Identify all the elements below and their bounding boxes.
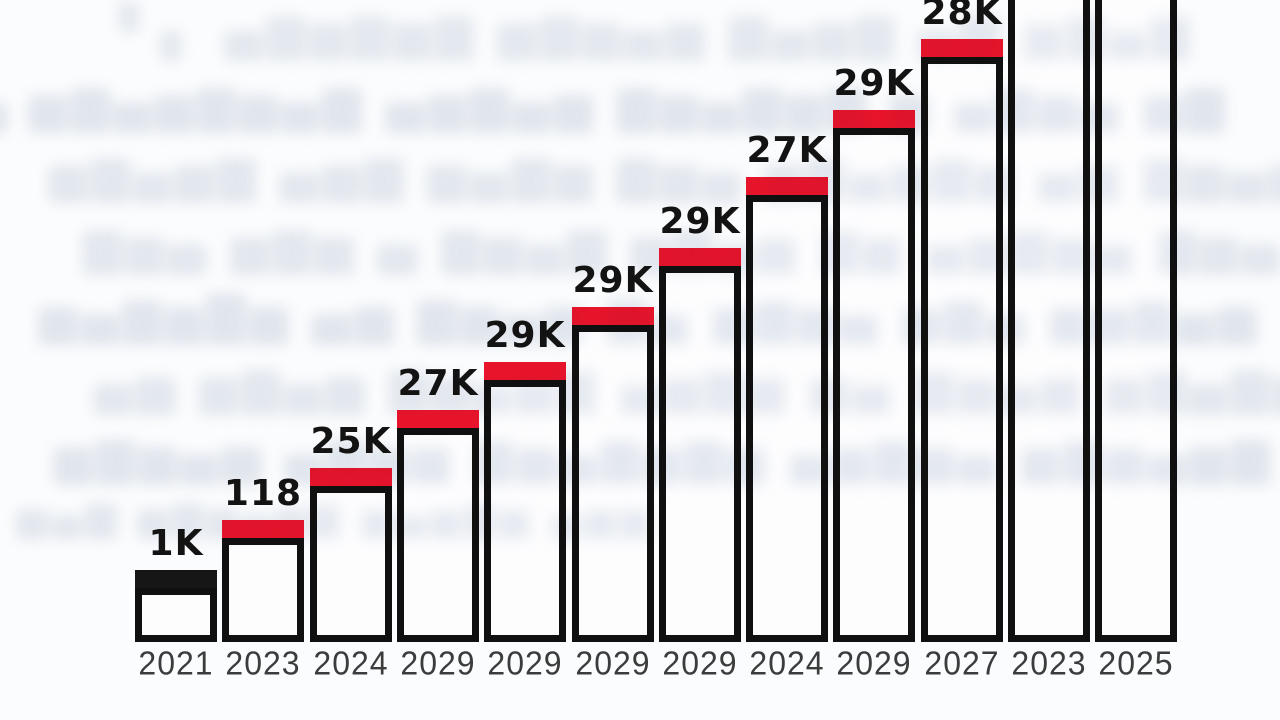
- x-axis-year-label: 2029: [400, 644, 476, 682]
- bar-body: [921, 57, 1003, 642]
- bar-value-label: 29K: [572, 260, 654, 301]
- bar-cap: [397, 410, 479, 428]
- bar-value-label: 29K: [833, 63, 915, 104]
- bar-value-label: 118: [223, 473, 303, 514]
- bar: [222, 520, 304, 642]
- x-axis-year-label: 2029: [836, 644, 912, 682]
- bar-cap: [484, 362, 566, 380]
- bar: [746, 177, 828, 642]
- bar: [310, 468, 392, 642]
- bar-group: 27K 2029: [397, 0, 479, 720]
- bar-value-label: 29K: [484, 315, 566, 356]
- bar-value-label: 29K: [659, 201, 741, 242]
- bar: [572, 307, 654, 642]
- bar: [833, 110, 915, 642]
- x-axis-year-label: 2029: [575, 644, 651, 682]
- bar-group: 2025: [1095, 0, 1177, 720]
- bar: [1095, 0, 1177, 642]
- x-axis-year-label: 2025: [1098, 644, 1174, 682]
- bar-cap: [746, 177, 828, 195]
- bar-cap: [135, 570, 217, 588]
- x-axis-year-label: 2021: [138, 644, 214, 682]
- x-axis-year-label: 2029: [487, 644, 563, 682]
- bar-value-label: 25K: [310, 421, 392, 462]
- bar: [921, 39, 1003, 642]
- bar-body: [484, 380, 566, 642]
- bar-value-label: 1K: [148, 523, 204, 564]
- bar-body: [659, 266, 741, 642]
- bar-group: 25K 2024: [310, 0, 392, 720]
- bar-group: 29K 2029: [833, 0, 915, 720]
- bar-body: [833, 128, 915, 642]
- bar-cap: [572, 307, 654, 325]
- bar-group: 28K 2027: [921, 0, 1003, 720]
- x-axis-year-label: 2023: [225, 644, 301, 682]
- bar-body: [397, 428, 479, 642]
- bar-value-label: 27K: [746, 130, 828, 171]
- bar: [135, 570, 217, 642]
- bar-body: [1095, 0, 1177, 642]
- bar-body: [310, 486, 392, 642]
- bar-cap: [833, 110, 915, 128]
- bar-body: [222, 538, 304, 642]
- x-axis-year-label: 2027: [924, 644, 1000, 682]
- bar-cap: [659, 248, 741, 266]
- bar-cap: [921, 39, 1003, 57]
- bar-body: [135, 588, 217, 642]
- bar-group: 29K 2029: [572, 0, 654, 720]
- bar-cap: [310, 468, 392, 486]
- x-axis-year-label: 2024: [313, 644, 389, 682]
- bar-value-label: 27K: [397, 363, 479, 404]
- bar: [484, 362, 566, 642]
- bar-cap: [222, 520, 304, 538]
- bar-group: 1K 2021: [135, 0, 217, 720]
- x-axis-year-label: 2029: [662, 644, 738, 682]
- bar-value-label: 28K: [921, 0, 1003, 33]
- bar-body: [1008, 0, 1090, 642]
- bar: [1008, 0, 1090, 642]
- bar: [397, 410, 479, 642]
- bar-group: 29K 2029: [659, 0, 741, 720]
- bar: [659, 248, 741, 642]
- bar-group: 2023: [1008, 0, 1090, 720]
- bar-group: 29K 2029: [484, 0, 566, 720]
- bar-group: 118 2023: [222, 0, 304, 720]
- x-axis-year-label: 2023: [1011, 644, 1087, 682]
- bar-body: [572, 325, 654, 642]
- x-axis-year-label: 2024: [749, 644, 825, 682]
- bar-body: [746, 195, 828, 642]
- bar-group: 27K 2024: [746, 0, 828, 720]
